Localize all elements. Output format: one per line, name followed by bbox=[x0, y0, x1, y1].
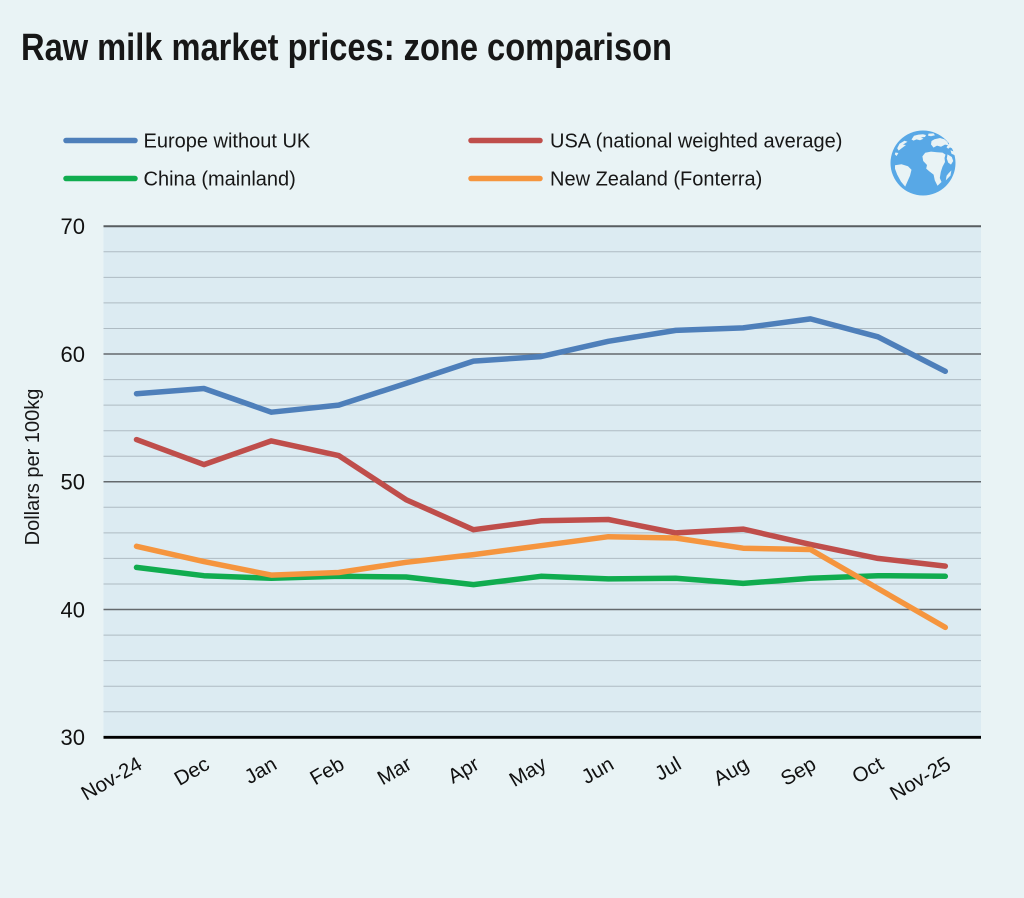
svg-text:Dollars per 100kg: Dollars per 100kg bbox=[22, 389, 44, 546]
svg-text:Raw milk market prices: zone c: Raw milk market prices: zone comparison bbox=[21, 27, 672, 69]
svg-text:USA (national weighted average: USA (national weighted average) bbox=[550, 131, 842, 153]
svg-text:60: 60 bbox=[61, 342, 85, 367]
svg-text:Europe without UK: Europe without UK bbox=[144, 131, 311, 153]
svg-text:30: 30 bbox=[61, 725, 85, 750]
svg-text:China (mainland): China (mainland) bbox=[144, 169, 296, 191]
svg-text:New Zealand (Fonterra): New Zealand (Fonterra) bbox=[550, 169, 762, 191]
svg-text:50: 50 bbox=[61, 470, 85, 495]
svg-text:70: 70 bbox=[61, 214, 85, 239]
svg-text:40: 40 bbox=[61, 597, 85, 622]
